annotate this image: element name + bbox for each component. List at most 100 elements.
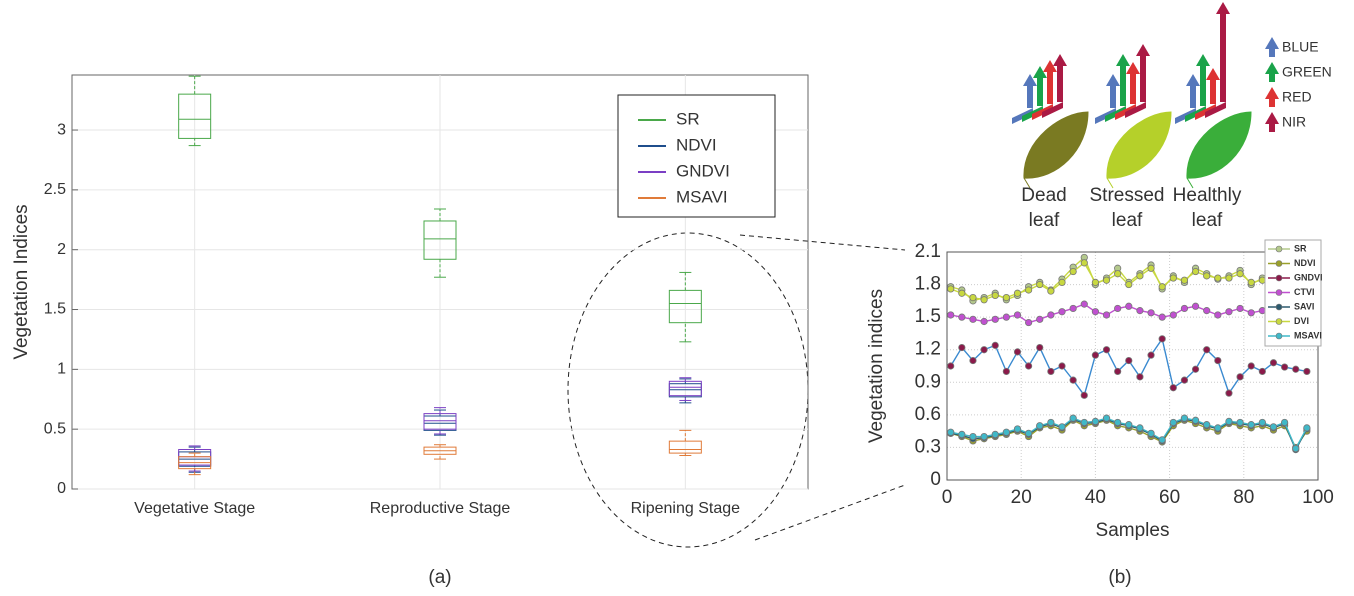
point <box>1158 335 1166 343</box>
box <box>668 380 702 397</box>
point <box>1091 308 1100 316</box>
y-tick-label: 0 <box>57 480 66 497</box>
box <box>423 220 457 260</box>
legend-marker <box>1275 318 1283 325</box>
point <box>1047 311 1055 319</box>
arrow-shaft <box>1140 54 1146 102</box>
legend-marker <box>1275 274 1283 282</box>
point <box>1091 278 1100 286</box>
point <box>1069 376 1077 384</box>
leaf-label: Dead <box>1021 185 1066 206</box>
legend-marker <box>1275 332 1283 340</box>
caption: (b) <box>1108 567 1131 588</box>
legend-label: GNDVI <box>1294 272 1323 282</box>
point <box>1125 302 1133 310</box>
point <box>1203 272 1211 280</box>
point <box>1125 356 1133 365</box>
arrow-shaft <box>1027 84 1033 108</box>
point <box>1236 304 1244 313</box>
legend-marker <box>1275 303 1283 311</box>
x-tick-label: 80 <box>1233 487 1254 508</box>
point <box>969 315 977 323</box>
point <box>969 432 977 441</box>
y-tick-label: 3 <box>57 121 66 138</box>
point <box>1102 414 1111 422</box>
band-label: GREEN <box>1282 64 1332 80</box>
arrow-shaft <box>1037 76 1043 106</box>
arrow-head <box>1033 66 1047 78</box>
point <box>969 293 977 302</box>
point <box>1191 267 1200 276</box>
y-axis-label: Vegetation Indices <box>11 204 32 359</box>
leaf-label: leaf <box>1029 210 1060 231</box>
point <box>1091 417 1100 425</box>
arrow-head <box>1206 68 1220 80</box>
point <box>1002 367 1010 376</box>
arrow-base <box>1205 102 1226 118</box>
legend-label: GNDVI <box>676 161 730 180</box>
point <box>1013 348 1022 356</box>
point <box>1247 362 1255 370</box>
legend-label: SR <box>676 109 700 128</box>
point <box>1058 423 1066 431</box>
arrow-head <box>1126 62 1140 74</box>
point <box>1203 346 1211 354</box>
arrow-head <box>1043 60 1057 72</box>
point <box>1147 264 1155 272</box>
arrow-head <box>1265 62 1279 74</box>
arrow-shaft <box>1269 72 1275 82</box>
arrow-shaft <box>1269 47 1275 57</box>
box <box>178 93 212 139</box>
point <box>1180 304 1189 313</box>
leaf <box>1186 111 1252 189</box>
leaf-label: leaf <box>1112 210 1143 231</box>
point <box>991 315 999 323</box>
point <box>991 430 999 438</box>
point <box>1114 418 1122 427</box>
point <box>980 346 988 354</box>
point <box>1136 373 1144 381</box>
point <box>1169 384 1177 392</box>
y-tick-label: 0.5 <box>44 420 66 437</box>
x-axis-label: Samples <box>1096 520 1170 541</box>
point <box>1047 367 1055 376</box>
point <box>1236 373 1244 381</box>
point <box>1247 309 1255 317</box>
point <box>1114 270 1122 278</box>
point <box>1158 313 1166 321</box>
point <box>958 313 966 321</box>
band-label: NIR <box>1282 114 1306 130</box>
point <box>1013 311 1022 319</box>
point <box>958 343 966 352</box>
point <box>1303 367 1311 376</box>
box <box>668 289 702 324</box>
point <box>1058 278 1066 286</box>
point <box>1025 286 1033 294</box>
y-tick-label: 2.1 <box>915 241 941 262</box>
point <box>947 428 955 436</box>
point <box>1203 421 1211 429</box>
x-tick-label: Reproductive Stage <box>370 500 511 517</box>
point <box>1269 359 1278 367</box>
point <box>1258 418 1266 427</box>
point <box>1136 307 1144 315</box>
point <box>1191 302 1200 310</box>
legend-label: CTVI <box>1294 287 1315 297</box>
legend-marker <box>1275 245 1283 253</box>
legend-label: SAVI <box>1294 301 1314 311</box>
zoom-line <box>754 484 906 541</box>
leaf-label: Healthly <box>1173 185 1242 206</box>
point <box>1247 421 1255 429</box>
arrow-shaft <box>1220 12 1226 102</box>
y-tick-label: 0.3 <box>915 436 941 457</box>
arrow-shaft <box>1057 64 1063 102</box>
leaf-label: Stressed <box>1090 185 1165 206</box>
point <box>1013 425 1022 433</box>
point <box>1013 289 1022 297</box>
point <box>1147 351 1155 359</box>
arrow-head <box>1053 54 1067 66</box>
point <box>1080 391 1088 399</box>
point <box>1025 429 1033 437</box>
